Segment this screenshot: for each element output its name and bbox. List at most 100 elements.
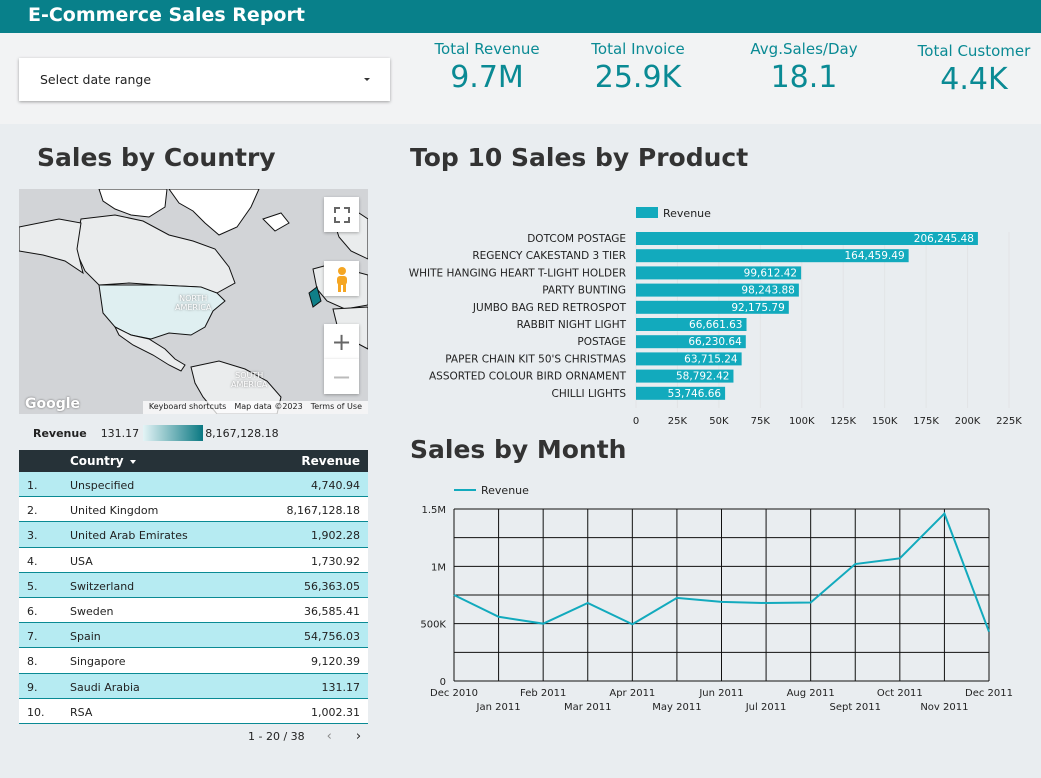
kpi-value: 4.4K: [940, 62, 1008, 97]
kpi-value: 25.9K: [594, 60, 682, 95]
x-tick-label: May 2011: [652, 702, 701, 713]
bar-value-label: 53,746.66: [668, 388, 722, 400]
kpi-label: Total Customer: [917, 42, 1031, 60]
x-tick-label: 200K: [955, 416, 981, 427]
kpi-value: 18.1: [770, 60, 838, 95]
x-tick-label: 100K: [789, 416, 815, 427]
zoom-out-button[interactable]: −: [324, 359, 359, 394]
row-revenue: 36,585.41: [304, 604, 360, 618]
bar-value-label: 66,661.63: [689, 319, 742, 331]
row-country: RSA: [70, 705, 93, 719]
terms-of-use-link[interactable]: Terms of Use: [310, 402, 362, 411]
bar-category-label: RABBIT NIGHT LIGHT: [517, 319, 627, 331]
sales-map[interactable]: NORTH AMERICA SOUTH AMERICA + − Google K…: [19, 189, 368, 414]
legend-label: Revenue: [663, 207, 711, 220]
row-country: Unspecified: [70, 479, 135, 492]
x-tick-label: 50K: [709, 416, 729, 427]
pagination-range: 1 - 20 / 38: [248, 730, 305, 743]
bar-category-label: CHILLI LIGHTS: [551, 388, 626, 400]
street-view-button[interactable]: [324, 261, 359, 296]
kpi-label: Avg.Sales/Day: [750, 40, 858, 58]
y-tick-label: 1M: [431, 562, 446, 573]
map-label-south-america: SOUTH AMERICA: [231, 371, 268, 389]
bar-category-label: POSTAGE: [577, 336, 626, 348]
bar-category-label: JUMBO BAG RED RETROSPOT: [472, 302, 627, 314]
bar-category-label: ASSORTED COLOUR BIRD ORNAMENT: [429, 371, 627, 383]
bar: [636, 335, 746, 349]
bar-category-label: DOTCOM POSTAGE: [527, 233, 626, 245]
table-row[interactable]: 2. United Kingdom 8,167,128.18: [19, 497, 368, 523]
kpi-avg-sales-day: Avg.Sales/Day 18.1: [743, 40, 865, 95]
kpi-bar: Select date range Total Revenue 9.7M Tot…: [0, 33, 1041, 124]
table-row[interactable]: 1. Unspecified 4,740.94: [19, 472, 368, 498]
x-tick-label: Jul 2011: [745, 702, 787, 713]
bar-value-label: 63,715.24: [684, 353, 738, 365]
row-revenue: 9,120.39: [311, 655, 360, 669]
x-tick-label: 150K: [872, 416, 898, 427]
bar-category-label: PAPER CHAIN KIT 50'S CHRISTMAS: [445, 353, 626, 365]
row-number: 8.: [27, 655, 38, 669]
y-tick-label: 1.5M: [421, 505, 446, 516]
bar-value-label: 164,459.49: [845, 250, 905, 262]
table-pagination: 1 - 20 / 38 ‹ ›: [248, 729, 361, 744]
country-column-header[interactable]: Country: [70, 454, 136, 468]
x-tick-label: 25K: [668, 416, 688, 427]
zoom-in-button[interactable]: +: [324, 324, 359, 359]
row-number: 1.: [27, 479, 38, 492]
row-revenue: 131.17: [321, 680, 361, 694]
table-header: Country Revenue: [19, 450, 368, 472]
row-revenue: 56,363.05: [304, 579, 360, 593]
x-tick-label: Dec 2011: [965, 688, 1013, 699]
table-row[interactable]: 5. Switzerland 56,363.05: [19, 572, 368, 598]
bar: [636, 300, 789, 314]
bar-category-label: WHITE HANGING HEART T-LIGHT HOLDER: [409, 267, 626, 279]
table-row[interactable]: 10. RSA 1,002.31: [19, 698, 368, 724]
table-row[interactable]: 6. Sweden 36,585.41: [19, 597, 368, 624]
next-page-button[interactable]: ›: [355, 729, 362, 744]
y-tick-label: 500K: [420, 620, 446, 631]
legend-label: Revenue: [33, 426, 87, 440]
x-tick-label: Oct 2011: [877, 688, 923, 699]
x-tick-label: Dec 2010: [430, 688, 478, 699]
map-color-legend: Revenue 131.17 8,167,128.18: [33, 425, 279, 441]
row-revenue: 1,730.92: [311, 554, 360, 568]
map-attribution: Keyboard shortcuts Map data ©2023 Terms …: [142, 401, 368, 414]
prev-page-button[interactable]: ‹: [326, 729, 332, 744]
row-country: United Arab Emirates: [70, 529, 188, 543]
row-number: 5.: [27, 579, 38, 593]
x-tick-label: Jun 2011: [698, 688, 743, 699]
keyboard-shortcuts-link[interactable]: Keyboard shortcuts: [148, 402, 227, 411]
country-table: Country Revenue 1. Unspecified 4,740.94 2. U…: [19, 450, 368, 724]
bar-value-label: 98,243.88: [741, 285, 794, 297]
row-country: United Kingdom: [70, 504, 159, 518]
table-row[interactable]: 8. Singapore 9,120.39: [19, 648, 368, 674]
row-number: 7.: [27, 630, 38, 644]
x-tick-label: Aug 2011: [787, 688, 835, 699]
kpi-total-invoice: Total Invoice 25.9K: [583, 40, 693, 95]
section-title-top-products: Top 10 Sales by Product: [410, 143, 749, 172]
x-tick-label: 75K: [751, 416, 771, 427]
legend-min: 131.17: [100, 426, 140, 440]
legend-swatch: [636, 207, 658, 218]
revenue-column-header[interactable]: Revenue: [301, 454, 360, 468]
table-row[interactable]: 4. USA 1,730.92: [19, 547, 368, 573]
table-row[interactable]: 7. Spain 54,756.03: [19, 623, 368, 649]
bar-value-label: 92,175.79: [731, 302, 784, 314]
table-row[interactable]: 3. United Arab Emirates 1,902.28: [19, 522, 368, 548]
kpi-total-revenue: Total Revenue 9.7M: [426, 40, 548, 95]
country-header-label: Country: [70, 454, 124, 468]
row-number: 3.: [27, 529, 38, 543]
table-body: 1. Unspecified 4,740.94 2. United Kingdom 8,1…: [19, 472, 368, 724]
date-range-select[interactable]: Select date range: [19, 58, 390, 101]
row-number: 9.: [27, 680, 38, 694]
x-tick-label: 0: [633, 416, 639, 427]
fullscreen-button[interactable]: [324, 197, 359, 232]
date-range-label: Select date range: [40, 72, 152, 87]
table-row[interactable]: 9. Saudi Arabia 131.17: [19, 673, 368, 699]
x-tick-label: Nov 2011: [920, 702, 968, 713]
bar-value-label: 58,792.42: [676, 371, 729, 383]
minus-icon: −: [331, 362, 352, 391]
x-tick-label: Sept 2011: [830, 702, 881, 713]
row-country: Sweden: [70, 604, 114, 618]
row-revenue: 4,740.94: [311, 479, 360, 492]
